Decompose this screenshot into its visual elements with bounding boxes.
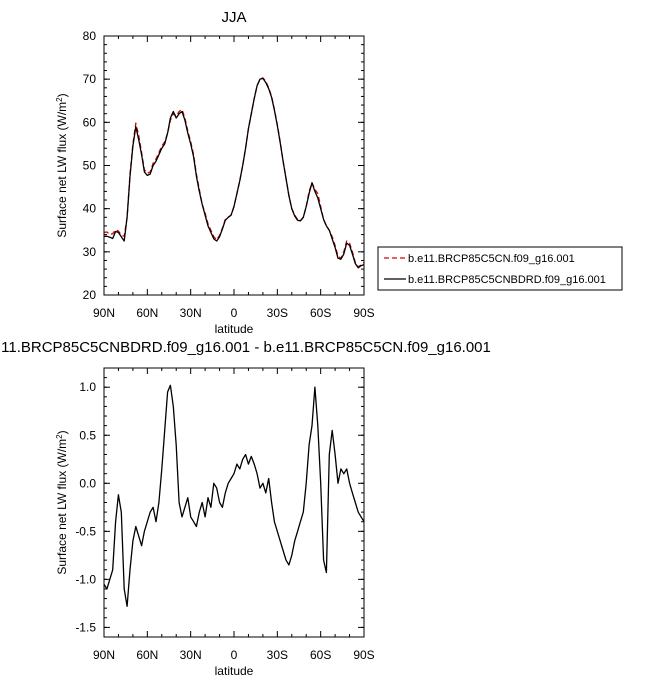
top-y-axis-label-close: ) [55,93,69,97]
x-tick-label-4: 30S [267,648,288,662]
y-tick-label-3: -0.5 [75,524,96,538]
y-tick-label-1: 0.5 [79,428,96,442]
y-tick-label-3: 50 [83,159,97,173]
bottom-axis-ticks: 90N 60N 30N 0 30S 60S 90S 1.0 0.5 0.0 -0.5 -1.0 -1.5 [75,367,375,662]
y-tick-label-0: 20 [83,288,97,302]
x-tick-label-5: 60S [310,306,331,320]
x-tick-label-6: 90S [353,648,374,662]
x-tick-label-3: 0 [231,648,238,662]
top-y-axis-label-superscript: 2 [55,97,64,102]
bottom-plot-frame [103,367,365,638]
y-tick-label-0: 1.0 [79,380,96,394]
top-series-line-0 [103,77,365,268]
top-chart: JJA 90N 60N 30N 0 30S 60S 90S 20 30 40 50 60 70 80 la… [55,9,375,336]
x-tick-label-1: 60N [136,306,158,320]
y-tick-label-4: 60 [83,115,97,129]
top-y-axis-label: Surface net LW flux (W/m2) [55,93,70,237]
bottom-y-axis-label: Surface net LW flux (W/m2) [55,430,70,574]
top-y-axis-label-text: Surface net LW flux (W/m [55,102,69,238]
bottom-y-axis-label-close: ) [55,430,69,434]
x-tick-label-0: 90N [93,648,115,662]
y-tick-label-5: -1.5 [75,620,96,634]
x-tick-label-2: 30N [180,306,202,320]
legend: b.e11.BRCP85C5CN.f09_g16.001 b.e11.BRCP8… [377,246,623,291]
y-tick-label-6: 80 [83,29,97,43]
x-tick-label-3: 0 [231,306,238,320]
legend-box [377,246,623,291]
x-tick-label-0: 90N [93,306,115,320]
y-tick-label-2: 0.0 [79,476,96,490]
bottom-series-lines [103,384,365,607]
bottom-x-axis-label: latitude [215,664,254,678]
x-tick-label-5: 60S [310,648,331,662]
legend-entry-red: b.e11.BRCP85C5CN.f09_g16.001 [408,253,575,265]
y-tick-label-2: 40 [83,202,97,216]
y-tick-label-1: 30 [83,245,97,259]
bottom-y-axis-label-superscript: 2 [55,434,64,439]
top-series-lines [103,77,365,269]
top-chart-title: JJA [221,9,246,26]
y-tick-label-4: -1.0 [75,572,96,586]
top-plot-frame [103,35,365,296]
top-series-line-1 [104,77,365,269]
bottom-chart-title: 11.BRCP85C5CNBDRD.f09_g16.001 - b.e11.BR… [1,339,491,356]
top-x-axis-label: latitude [215,322,254,336]
x-tick-label-6: 90S [353,306,374,320]
x-tick-label-1: 60N [136,648,158,662]
top-axis-ticks: 90N 60N 30N 0 30S 60S 90S 20 30 40 50 60 70 80 [83,29,375,320]
bottom-chart: 11.BRCP85C5CNBDRD.f09_g16.001 - b.e11.BR… [1,339,491,678]
bottom-y-axis-label-text: Surface net LW flux (W/m [55,439,69,575]
x-tick-label-2: 30N [180,648,202,662]
x-tick-label-4: 30S [267,306,288,320]
bottom-series-line-0 [103,384,365,607]
y-tick-label-5: 70 [83,72,97,86]
legend-entry-black: b.e11.BRCP85C5CNBDRD.f09_g16.001 [408,274,606,286]
